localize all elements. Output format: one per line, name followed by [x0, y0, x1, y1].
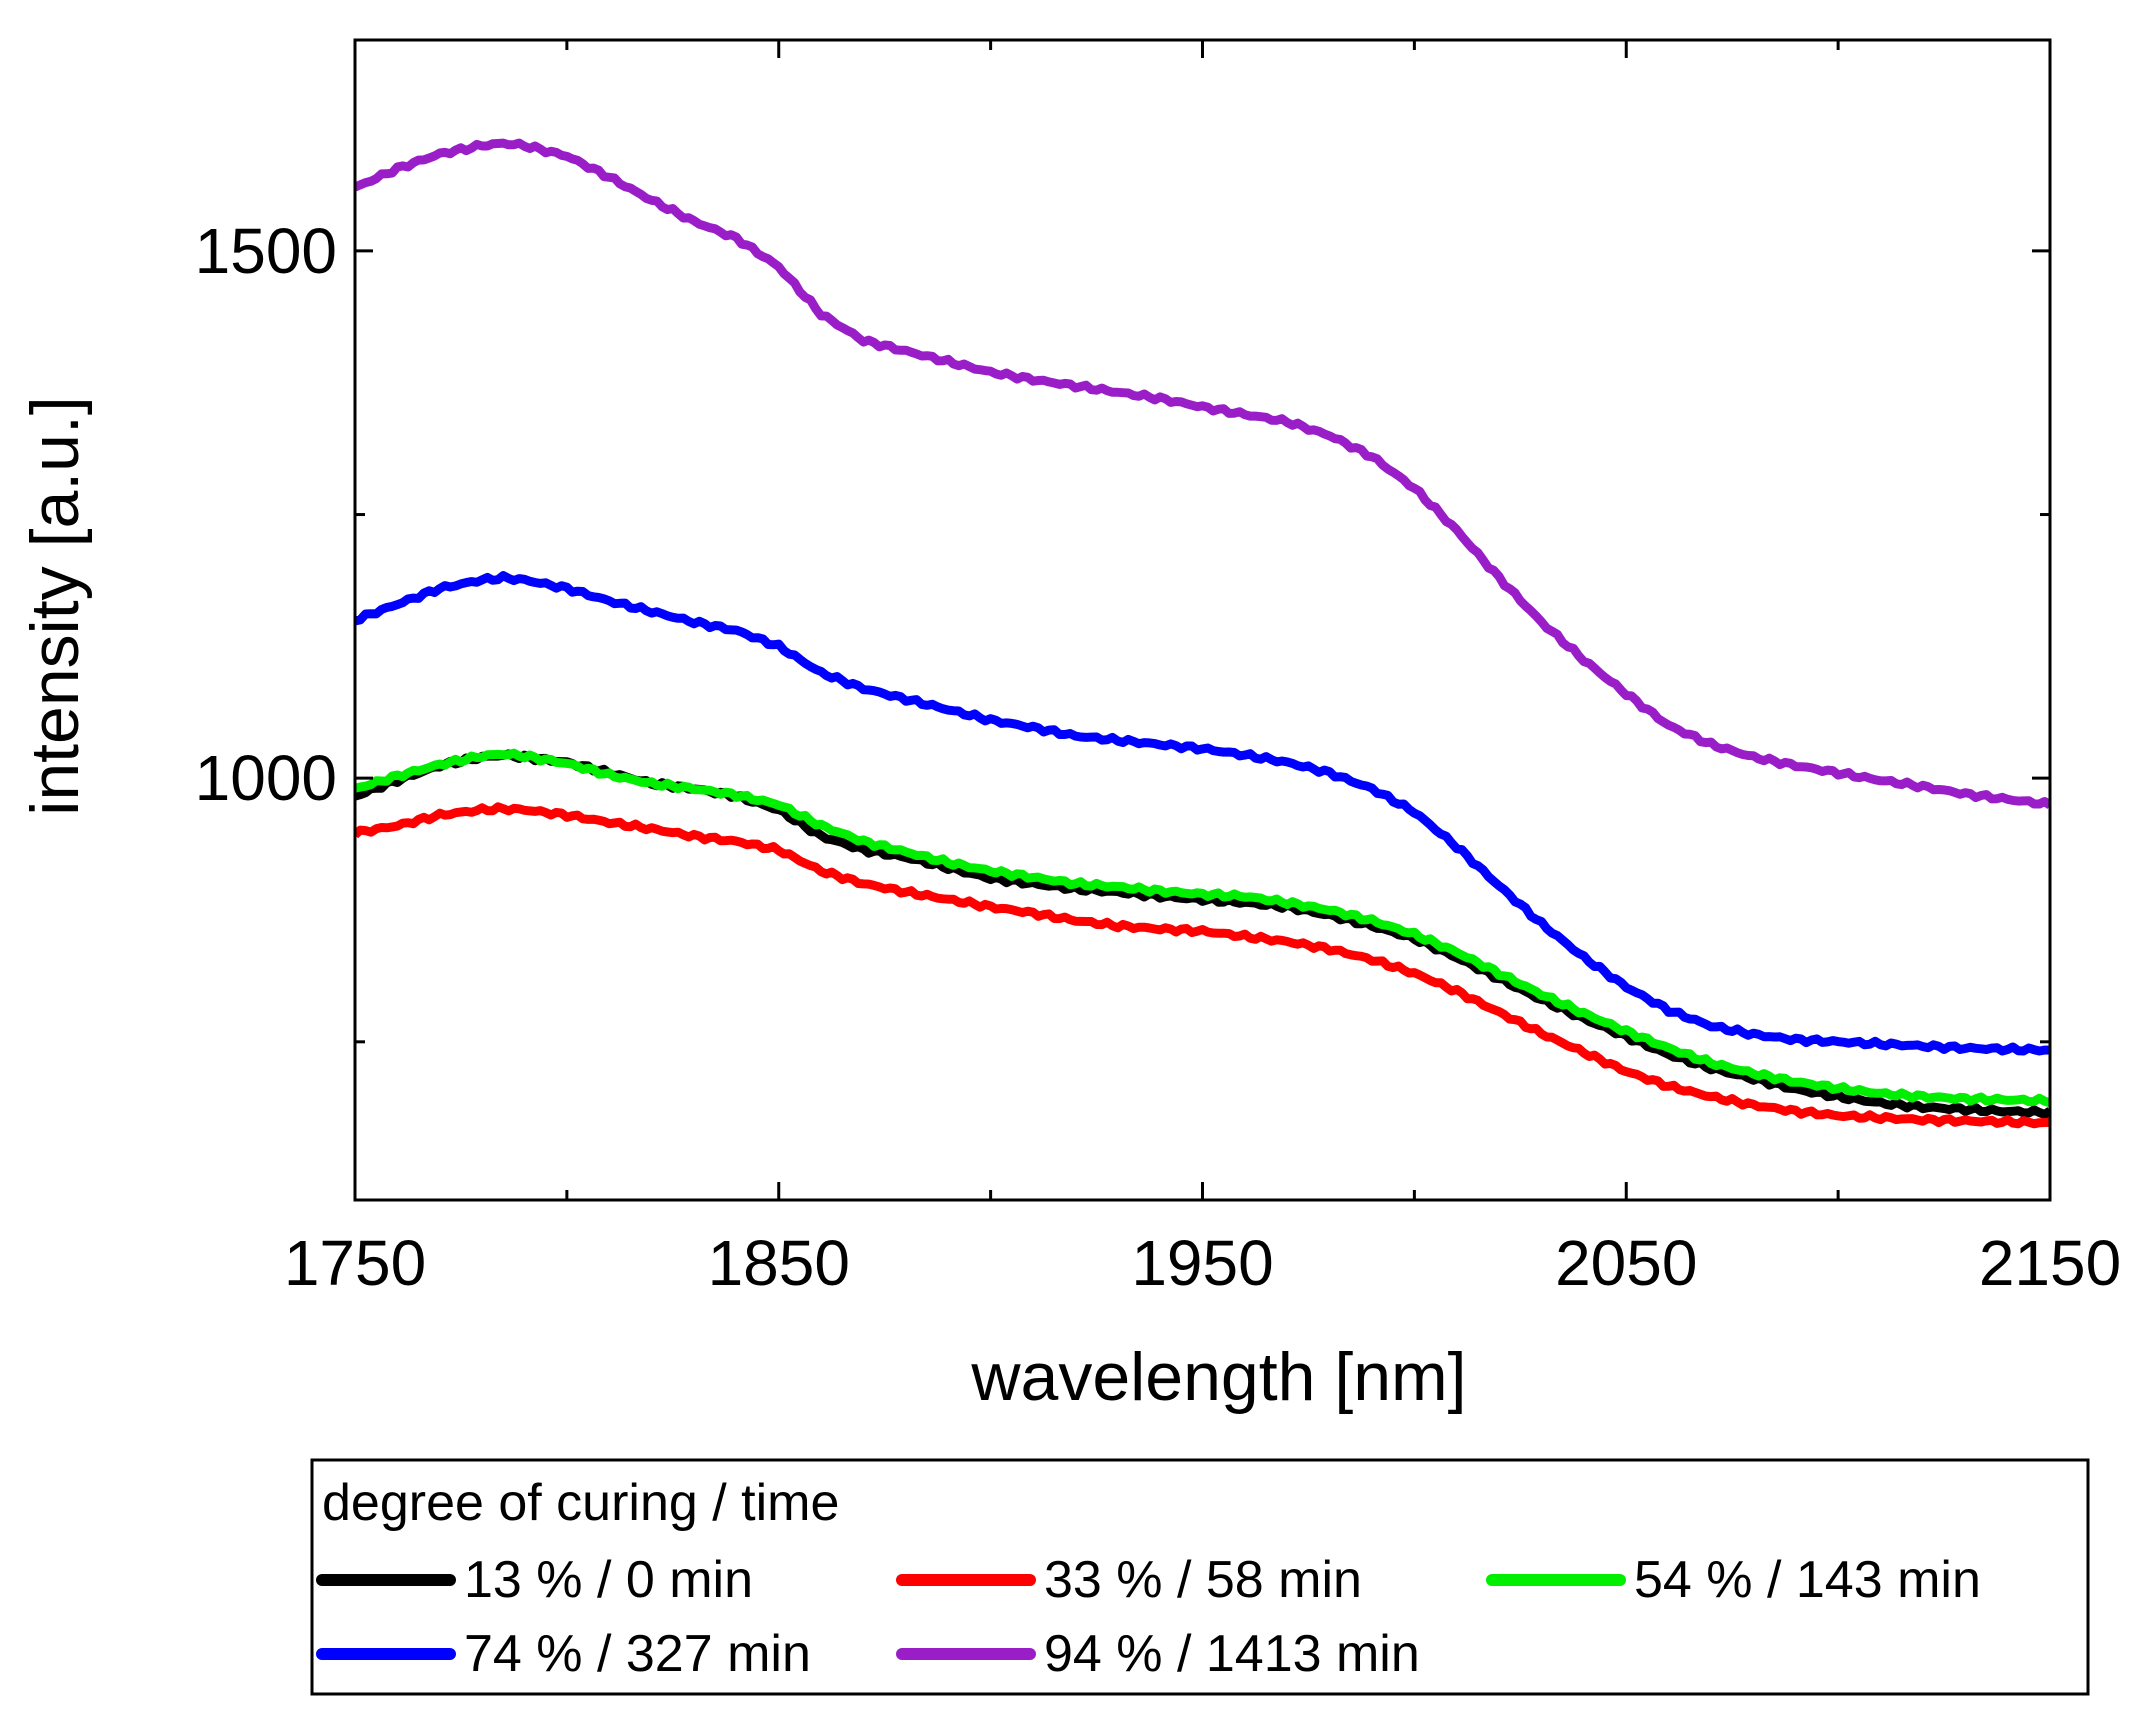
series-line-3 — [355, 748, 2050, 1108]
series-line-2 — [355, 802, 2050, 1129]
x-axis-label: wavelength [nm] — [970, 1339, 1466, 1415]
legend-title: degree of curing / time — [322, 1474, 839, 1532]
legend-entry-label: 94 % / 1413 min — [1044, 1625, 1420, 1683]
y-tick-label: 1000 — [195, 742, 337, 814]
y-tick-label: 1500 — [195, 215, 337, 287]
x-tick-label: 1950 — [1131, 1227, 1273, 1299]
legend-entries: 13 % / 0 min 33 % / 58 min 54 % / 143 min 7… — [316, 1551, 1981, 1683]
x-tick-label: 2050 — [1555, 1227, 1697, 1299]
plot-frame — [353, 38, 2052, 1202]
series-layer — [355, 138, 2050, 1129]
legend-entry-label: 13 % / 0 min — [464, 1551, 753, 1609]
y-axis-label: intensity [a.u.] — [17, 396, 93, 816]
x-tick-label: 2150 — [1979, 1227, 2121, 1299]
x-tick-label: 1750 — [284, 1227, 426, 1299]
series-line-4 — [355, 571, 2050, 1056]
legend-entry-label: 33 % / 58 min — [1044, 1551, 1362, 1609]
legend: degree of curing / time 13 % / 0 min 33 %… — [310, 1458, 2090, 1696]
x-tick-label: 1850 — [708, 1227, 850, 1299]
legend-entry-label: 74 % / 327 min — [464, 1625, 811, 1683]
axes-layer: 1750 1850 1950 2050 2150 1000 1500 — [195, 38, 2121, 1299]
series-line-5 — [355, 138, 2050, 809]
legend-entry-label: 54 % / 143 min — [1634, 1551, 1981, 1609]
legend-box — [310, 1458, 2090, 1696]
